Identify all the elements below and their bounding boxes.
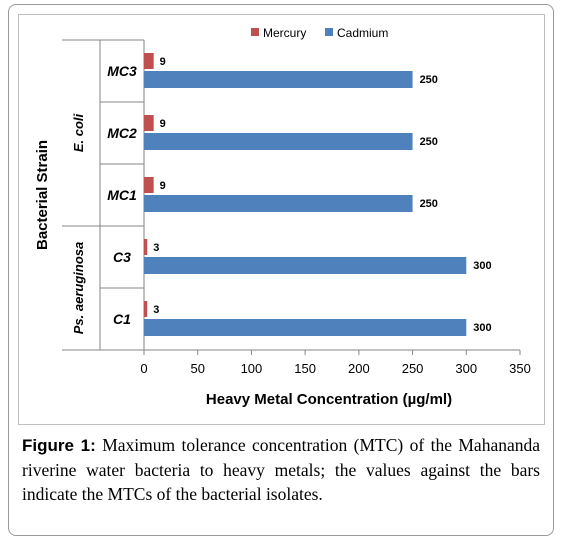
bar-mercury xyxy=(144,239,148,255)
bar-mercury xyxy=(144,301,148,317)
caption-label: Figure 1: xyxy=(22,436,96,455)
figure-container xyxy=(8,4,554,536)
bar-mercury xyxy=(144,115,154,131)
x-tick-label: 0 xyxy=(140,361,147,376)
figure-caption: Figure 1: Maximum tolerance concentratio… xyxy=(22,433,540,506)
legend-label-mercury: Mercury xyxy=(263,26,306,40)
data-label-cadmium: 250 xyxy=(420,198,438,210)
y-axis-title: Bacterial Strain xyxy=(34,140,51,250)
category-label: MC2 xyxy=(107,125,137,141)
category-label: C3 xyxy=(113,249,131,265)
legend-swatch-mercury xyxy=(251,28,259,36)
data-label-cadmium: 250 xyxy=(420,136,438,148)
bar-cadmium xyxy=(144,319,467,336)
bar-mercury xyxy=(144,177,154,193)
bar-cadmium xyxy=(144,257,467,274)
data-label-mercury: 9 xyxy=(160,56,166,68)
data-label-mercury: 9 xyxy=(160,180,166,192)
x-tick-label: 250 xyxy=(402,361,424,376)
x-tick-label: 150 xyxy=(294,361,316,376)
legend-label-cadmium: Cadmium xyxy=(337,26,388,40)
category-label: MC3 xyxy=(107,63,137,79)
data-label-mercury: 9 xyxy=(160,118,166,130)
x-tick-label: 50 xyxy=(190,361,204,376)
data-label-cadmium: 300 xyxy=(473,322,491,334)
group-label: E. coli xyxy=(71,113,86,152)
bar-cadmium xyxy=(144,133,413,150)
caption-text: Maximum tolerance concentration (MTC) of… xyxy=(22,435,541,504)
x-tick-label: 300 xyxy=(455,361,477,376)
category-label: C1 xyxy=(113,311,131,327)
bar-chart: 0 50 100 150 200 250 300 350 MC3 MC2 MC1 C3 C1 E. col… xyxy=(34,26,531,408)
legend-swatch-cadmium xyxy=(325,28,333,36)
group-label: Ps. aeruginosa xyxy=(71,242,86,334)
category-label: MC1 xyxy=(107,187,137,203)
chart-frame xyxy=(18,14,545,425)
x-axis-title: Heavy Metal Concentration (µg/ml) xyxy=(206,391,452,408)
x-tick-label: 200 xyxy=(348,361,370,376)
bar-cadmium xyxy=(144,195,413,212)
data-label-cadmium: 300 xyxy=(473,260,491,272)
bar-cadmium xyxy=(144,71,413,88)
x-tick-label: 350 xyxy=(509,361,531,376)
x-tick-label: 100 xyxy=(241,361,263,376)
data-label-mercury: 3 xyxy=(153,304,159,316)
data-label-cadmium: 250 xyxy=(420,74,438,86)
data-label-mercury: 3 xyxy=(153,242,159,254)
bar-mercury xyxy=(144,53,154,69)
